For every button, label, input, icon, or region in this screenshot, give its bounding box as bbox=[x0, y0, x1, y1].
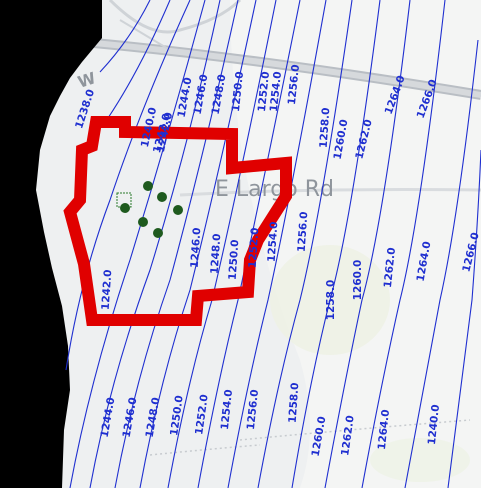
contour-line bbox=[139, 0, 257, 488]
contour-label: 1250.0 bbox=[227, 239, 242, 280]
contour-line bbox=[99, 0, 151, 73]
contour-label: 1258.0 bbox=[325, 280, 337, 321]
contour-line bbox=[361, 0, 446, 488]
contour-label: 1264.0 bbox=[376, 409, 392, 451]
contour-label: 1262.0 bbox=[339, 415, 357, 457]
well-marker[interactable] bbox=[120, 203, 130, 213]
no-data-region bbox=[0, 0, 102, 488]
contour-label: 1252.0 bbox=[247, 227, 262, 268]
contour-label: 1262.0 bbox=[382, 247, 398, 289]
contour-line bbox=[324, 0, 411, 488]
road-w-inner bbox=[59, 37, 481, 98]
contour-line bbox=[257, 0, 353, 488]
contour-line bbox=[291, 0, 381, 488]
contour-label: 1256.0 bbox=[245, 389, 261, 431]
well-marker[interactable] bbox=[143, 181, 153, 191]
well-marker[interactable] bbox=[153, 228, 163, 238]
trail bbox=[239, 419, 471, 441]
contour-line bbox=[404, 39, 479, 488]
contour-line bbox=[69, 0, 206, 488]
road-label-e-largo: E Largo Rd bbox=[215, 177, 334, 202]
contour-label: 1242.0 bbox=[100, 269, 115, 310]
contour-line bbox=[107, 0, 171, 119]
contour-label: 1256.0 bbox=[286, 64, 302, 106]
well-marker[interactable] bbox=[157, 192, 167, 202]
contour-label: 1252.0 bbox=[193, 394, 211, 436]
minor-road bbox=[119, 19, 171, 51]
contour-lines bbox=[65, 0, 481, 488]
site-boundary[interactable] bbox=[63, 116, 292, 326]
contour-line bbox=[227, 0, 327, 488]
contour-label: 1252.0 bbox=[256, 71, 272, 113]
road-e-largo bbox=[179, 188, 481, 197]
trail bbox=[149, 444, 261, 456]
contour-line bbox=[89, 0, 221, 488]
contour-label: 1260.0 bbox=[352, 260, 364, 301]
contour-line bbox=[65, 0, 191, 371]
well-marker[interactable] bbox=[173, 205, 183, 215]
basemap-light-area bbox=[230, 0, 481, 488]
minor-road bbox=[108, 0, 242, 34]
contour-line bbox=[114, 0, 239, 488]
contour-label: 1258.0 bbox=[318, 107, 333, 148]
contour-label: 1254.0 bbox=[266, 221, 281, 262]
contour-label: 1254.0 bbox=[268, 71, 284, 113]
contour-label: 1254.0 bbox=[219, 389, 235, 431]
contour-label: 1250.0 bbox=[168, 395, 186, 437]
road-label-w: W bbox=[75, 68, 98, 92]
contour-line bbox=[167, 0, 277, 488]
contour-label: 1258.0 bbox=[287, 382, 302, 423]
contour-label: 1240.0 bbox=[426, 404, 442, 446]
contour-label: 1246.0 bbox=[189, 227, 204, 268]
contour-label: 1250.0 bbox=[230, 71, 246, 113]
contour-label: 1256.0 bbox=[296, 211, 311, 252]
contour-line bbox=[447, 149, 481, 488]
vegetation-patch bbox=[370, 438, 470, 482]
well-marker[interactable] bbox=[138, 217, 148, 227]
contour-label: 1248.0 bbox=[209, 233, 224, 274]
